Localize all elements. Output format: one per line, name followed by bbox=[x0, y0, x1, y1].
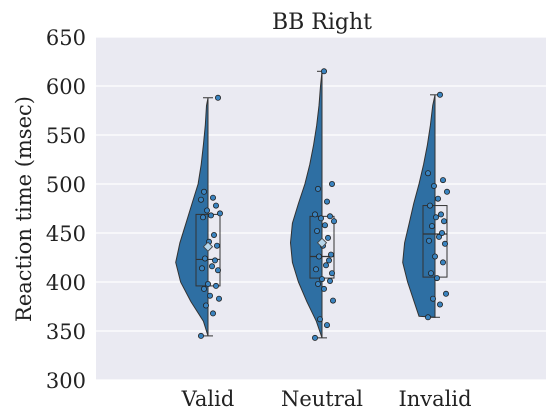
data-point bbox=[204, 280, 211, 287]
data-point bbox=[326, 213, 333, 220]
data-point bbox=[215, 295, 222, 302]
data-point bbox=[431, 253, 438, 260]
data-point bbox=[443, 188, 450, 195]
data-point bbox=[436, 91, 443, 98]
violin-half bbox=[175, 97, 209, 337]
y-tick-label: 400 bbox=[46, 271, 86, 295]
y-tick-labels: 300 350 400 450 500 550 600 650 bbox=[46, 26, 86, 393]
data-point bbox=[329, 297, 336, 304]
x-tick-labels: Valid Neutral Invalid bbox=[181, 387, 472, 411]
data-point bbox=[433, 275, 440, 282]
data-point bbox=[214, 267, 221, 274]
data-point bbox=[212, 282, 219, 289]
data-point bbox=[213, 242, 220, 249]
data-point bbox=[197, 196, 204, 203]
data-point bbox=[325, 257, 332, 264]
data-point bbox=[430, 182, 437, 189]
data-point bbox=[312, 266, 319, 273]
data-point bbox=[209, 194, 216, 201]
data-point bbox=[328, 270, 335, 277]
x-tick-label: Invalid bbox=[398, 387, 471, 411]
mean-marker bbox=[202, 241, 214, 252]
data-point bbox=[311, 211, 318, 218]
y-tick-label: 550 bbox=[46, 124, 86, 148]
data-point bbox=[324, 234, 331, 241]
data-point bbox=[425, 237, 432, 244]
x-tick-label: Neutral bbox=[281, 387, 363, 411]
data-point bbox=[428, 223, 435, 230]
y-tick-label: 450 bbox=[46, 222, 86, 246]
data-point bbox=[435, 233, 442, 240]
data-point bbox=[439, 177, 446, 184]
data-point bbox=[436, 301, 443, 308]
data-point bbox=[198, 265, 205, 272]
chart-title: BB Right bbox=[272, 10, 372, 35]
data-point bbox=[216, 210, 223, 217]
data-point bbox=[440, 218, 447, 225]
data-point bbox=[327, 251, 334, 258]
data-point bbox=[214, 94, 221, 101]
data-point bbox=[320, 68, 327, 75]
y-axis-label: Reaction time (msec) bbox=[12, 96, 36, 322]
data-point bbox=[439, 259, 446, 266]
data-point bbox=[211, 257, 218, 264]
y-tick-label: 600 bbox=[46, 75, 86, 99]
data-point bbox=[314, 185, 321, 192]
data-point bbox=[208, 263, 215, 270]
data-point bbox=[442, 290, 449, 297]
data-point bbox=[209, 310, 216, 317]
data-point bbox=[315, 253, 322, 260]
data-point bbox=[200, 285, 207, 292]
y-tick-label: 300 bbox=[46, 369, 86, 393]
data-point bbox=[441, 240, 448, 247]
data-point bbox=[311, 334, 318, 341]
data-point bbox=[323, 198, 330, 205]
data-point bbox=[321, 222, 328, 229]
data-point bbox=[427, 270, 434, 277]
group-invalid bbox=[402, 91, 450, 321]
data-point bbox=[320, 285, 327, 292]
y-tick-label: 500 bbox=[46, 173, 86, 197]
data-point bbox=[201, 255, 208, 262]
data-point bbox=[318, 276, 325, 283]
data-point bbox=[199, 214, 206, 221]
data-point bbox=[207, 212, 214, 219]
data-point bbox=[212, 202, 219, 209]
group-valid bbox=[175, 94, 223, 339]
data-point bbox=[432, 214, 439, 221]
data-point bbox=[206, 292, 213, 299]
data-point bbox=[202, 302, 209, 309]
data-point bbox=[210, 231, 217, 238]
data-point bbox=[317, 215, 324, 222]
group-neutral bbox=[289, 68, 337, 341]
data-point bbox=[426, 202, 433, 209]
mean-marker bbox=[316, 237, 328, 248]
data-point bbox=[322, 262, 329, 269]
y-tick-label: 350 bbox=[46, 320, 86, 344]
data-point bbox=[197, 332, 204, 339]
data-point bbox=[437, 211, 444, 218]
violin-half bbox=[402, 94, 436, 318]
data-point bbox=[429, 295, 436, 302]
y-tick-label: 650 bbox=[46, 26, 86, 50]
data-point bbox=[328, 180, 335, 187]
data-point bbox=[424, 314, 431, 321]
groups bbox=[175, 68, 450, 341]
data-point bbox=[434, 195, 441, 202]
data-point bbox=[330, 218, 337, 225]
data-point bbox=[424, 170, 431, 177]
data-point bbox=[326, 277, 333, 284]
data-point bbox=[314, 280, 321, 287]
data-point bbox=[438, 229, 445, 236]
x-tick-label: Valid bbox=[181, 387, 235, 411]
data-point bbox=[203, 207, 210, 214]
data-point bbox=[323, 322, 330, 329]
data-point bbox=[200, 188, 207, 195]
data-point bbox=[313, 227, 320, 234]
data-point bbox=[316, 316, 323, 323]
